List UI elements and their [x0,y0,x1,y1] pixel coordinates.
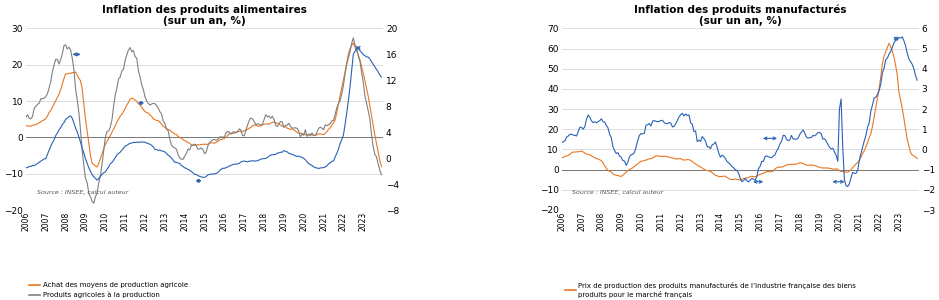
Legend: Prix de production des produits manufacturés de l’industrie française des biens
: Prix de production des produits manufact… [565,283,856,300]
Text: Source : INSEE, calcul auteur: Source : INSEE, calcul auteur [573,190,664,196]
Title: Inflation des produits alimentaires
(sur un an, %): Inflation des produits alimentaires (sur… [102,5,307,26]
Text: Source : INSEE, calcul auteur: Source : INSEE, calcul auteur [37,190,128,196]
Title: Inflation des produits manufacturés
(sur un an, %): Inflation des produits manufacturés (sur… [634,4,846,26]
Legend: Achat des moyens de production agricole, Produits agricoles à la production, Ali: Achat des moyens de production agricole,… [29,283,188,300]
